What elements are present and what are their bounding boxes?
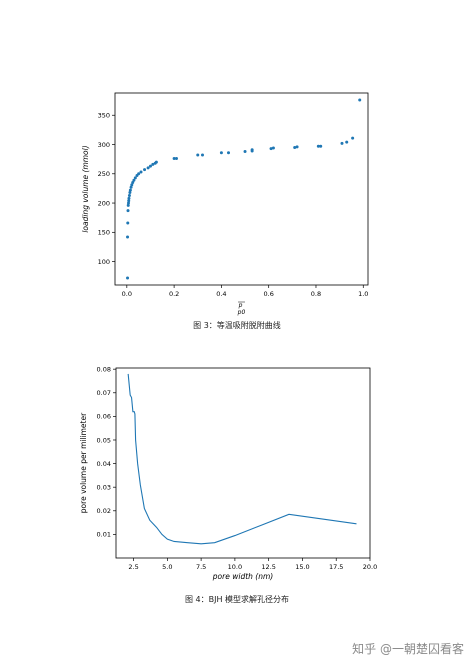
data-points bbox=[126, 99, 361, 280]
y-tick-label: 0.06 bbox=[97, 413, 111, 421]
x-tick-label: 7.5 bbox=[196, 563, 206, 571]
watermark: 知乎 @一朝楚囚看客 bbox=[352, 640, 464, 657]
data-point bbox=[201, 154, 204, 157]
data-series bbox=[128, 374, 356, 544]
axis-ticks: 0.0 0.2 0.4 0.6 0.8 1.0 100 150 200 250 300 350 bbox=[98, 112, 369, 298]
data-point bbox=[196, 154, 199, 157]
y-tick-label: 0.03 bbox=[97, 483, 111, 491]
x-tick-label: 5.0 bbox=[162, 563, 172, 571]
data-point bbox=[126, 221, 129, 224]
data-point bbox=[129, 189, 132, 192]
x-tick-label: 1.0 bbox=[358, 290, 368, 298]
data-point bbox=[296, 145, 299, 148]
data-point bbox=[340, 142, 343, 145]
series-line bbox=[128, 374, 356, 544]
figure-3-caption: 图 3：等温吸附脱附曲线 bbox=[0, 320, 474, 331]
data-point bbox=[126, 276, 129, 279]
watermark-text: 知乎 @一朝楚囚看客 bbox=[352, 640, 464, 657]
y-tick-label: 0.07 bbox=[97, 389, 111, 397]
data-point bbox=[227, 151, 230, 154]
data-point bbox=[126, 236, 129, 239]
y-tick-label: 0.01 bbox=[97, 531, 111, 539]
data-point bbox=[127, 209, 130, 212]
y-tick-label: 300 bbox=[98, 141, 110, 149]
data-point bbox=[272, 147, 275, 150]
data-point bbox=[127, 197, 130, 200]
data-point bbox=[351, 137, 354, 140]
x-tick-label: 15.0 bbox=[295, 563, 309, 571]
x-tick-label: 0.4 bbox=[216, 290, 226, 298]
y-tick-label: 0.02 bbox=[97, 507, 111, 515]
x-tick-label: 0.6 bbox=[264, 290, 274, 298]
adsorption-isotherm-chart: 0.0 0.2 0.4 0.6 0.8 1.0 100 150 200 250 300 350 p p… bbox=[81, 93, 368, 316]
data-point bbox=[220, 151, 223, 154]
x-axis-label: p p0 bbox=[237, 302, 246, 316]
x-tick-label: 0.0 bbox=[122, 290, 132, 298]
y-tick-label: 0.04 bbox=[97, 460, 111, 468]
x-tick-label: 0.2 bbox=[169, 290, 179, 298]
data-point bbox=[155, 161, 158, 164]
data-point bbox=[128, 194, 131, 197]
x-tick-label: 17.5 bbox=[329, 563, 343, 571]
plot-frame bbox=[115, 93, 368, 285]
data-point bbox=[319, 145, 322, 148]
y-axis-label: loading volume (mmol) bbox=[81, 145, 90, 232]
x-tick-label: 20.0 bbox=[363, 563, 377, 571]
data-point bbox=[140, 171, 143, 174]
data-point bbox=[244, 150, 247, 153]
data-point bbox=[143, 168, 146, 171]
data-point bbox=[358, 99, 361, 102]
plot-frame bbox=[116, 368, 370, 558]
data-point bbox=[345, 141, 348, 144]
y-axis-label: pore volume per milimeter bbox=[79, 412, 88, 513]
data-point bbox=[175, 157, 178, 160]
y-tick-label: 100 bbox=[98, 258, 110, 266]
x-tick-label: 10.0 bbox=[228, 563, 242, 571]
y-tick-label: 250 bbox=[98, 170, 110, 178]
figure-4-caption: 图 4：BJH 模型求解孔径分布 bbox=[0, 594, 474, 605]
data-point bbox=[251, 148, 254, 151]
y-tick-label: 0.08 bbox=[97, 365, 111, 373]
x-axis-label: pore width (nm) bbox=[212, 572, 273, 581]
x-tick-label: 2.5 bbox=[128, 563, 138, 571]
y-tick-label: 200 bbox=[98, 199, 110, 207]
x-tick-label: 12.5 bbox=[261, 563, 275, 571]
pore-size-distribution-chart: 2.5 5.0 7.5 10.0 12.5 15.0 17.5 20.0 0.01 0.02 0.0… bbox=[79, 365, 377, 581]
y-tick-label: 350 bbox=[98, 112, 110, 120]
y-tick-label: 0.05 bbox=[97, 436, 111, 444]
x-tick-label: 0.8 bbox=[311, 290, 321, 298]
y-tick-label: 150 bbox=[98, 229, 110, 237]
